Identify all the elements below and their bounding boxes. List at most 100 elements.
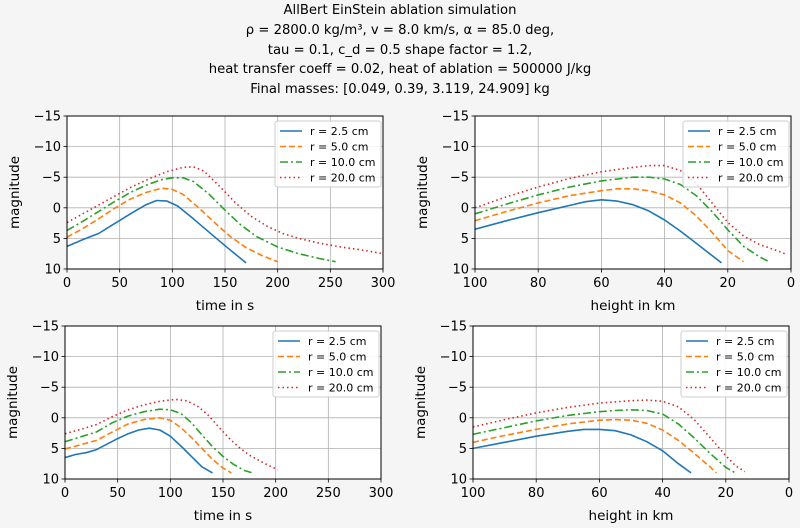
y-tick-label: −10 — [32, 350, 59, 365]
x-tick-label: 40 — [656, 276, 673, 291]
legend: r = 2.5 cm r = 5.0 cm r = 10.0 cm r = 20.0 … — [680, 330, 788, 398]
x-tick-label: 250 — [316, 486, 341, 501]
series-line-4 — [475, 164, 785, 255]
legend: r = 2.5 cm r = 5.0 cm r = 10.0 cm r = 20.0 … — [272, 330, 380, 398]
y-tick-label: 10 — [450, 473, 467, 488]
chart-panel-2: 100 80 60 40 20 0 10 5 0 −5 −10 −15 height in km magn… — [415, 110, 795, 315]
series-line-3 — [473, 408, 736, 474]
x-tick-label: 100 — [463, 276, 488, 291]
x-axis-label: time in s — [196, 298, 254, 314]
y-tick-label: −10 — [442, 140, 469, 155]
series-line-3 — [67, 177, 336, 263]
series-line-2 — [65, 416, 232, 474]
x-tick-label: 250 — [318, 276, 343, 291]
y-axis-label: magnitude — [7, 156, 23, 229]
series-line-1 — [473, 428, 692, 474]
x-axis-label: time in s — [194, 508, 252, 524]
y-tick-label: 10 — [452, 263, 469, 278]
y-tick-label: −5 — [448, 381, 467, 396]
x-axis-label: height in km — [589, 508, 674, 524]
legend-label: r = 10.0 cm — [716, 366, 781, 379]
x-tick-label: 60 — [593, 276, 610, 291]
x-tick-label: 200 — [263, 486, 288, 501]
legend-label: r = 10.0 cm — [308, 366, 373, 379]
series-line-4 — [65, 398, 279, 471]
legend-box — [680, 330, 788, 398]
y-tick-label: −15 — [442, 110, 469, 125]
x-tick-label: 50 — [111, 276, 128, 291]
y-tick-label: 0 — [459, 411, 467, 426]
y-tick-label: 5 — [461, 232, 469, 247]
y-tick-label: −10 — [34, 140, 61, 155]
legend-label: r = 20.0 cm — [718, 172, 783, 185]
legend-label: r = 10.0 cm — [310, 156, 375, 169]
y-tick-label: 0 — [53, 201, 61, 216]
legend-label: r = 5.0 cm — [310, 141, 369, 154]
x-tick-label: 300 — [369, 486, 394, 501]
y-tick-label: −10 — [440, 350, 467, 365]
x-tick-label: 100 — [160, 276, 185, 291]
series-line-1 — [65, 427, 213, 474]
y-tick-label: −5 — [40, 381, 59, 396]
legend: r = 2.5 cm r = 5.0 cm r = 10.0 cm r = 20.0 … — [274, 120, 382, 188]
x-tick-label: 100 — [158, 486, 183, 501]
x-tick-label: 200 — [265, 276, 290, 291]
y-tick-label: 5 — [459, 442, 467, 457]
legend: r = 2.5 cm r = 5.0 cm r = 10.0 cm r = 20.0 … — [682, 120, 790, 188]
x-tick-label: 0 — [787, 276, 795, 291]
y-tick-label: −15 — [440, 320, 467, 335]
legend-label: r = 2.5 cm — [310, 125, 369, 138]
legend-label: r = 20.0 cm — [716, 382, 781, 395]
series-line-2 — [473, 418, 717, 474]
x-tick-label: 20 — [720, 276, 737, 291]
x-tick-label: 80 — [530, 276, 547, 291]
x-tick-label: 0 — [63, 276, 71, 291]
legend-label: r = 2.5 cm — [716, 335, 775, 348]
y-tick-label: −15 — [34, 110, 61, 125]
x-tick-label: 100 — [461, 486, 486, 501]
legend-label: r = 20.0 cm — [310, 172, 375, 185]
title-line-5: Final masses: [0.049, 0.39, 3.119, 24.90… — [250, 82, 550, 98]
legend-label: r = 5.0 cm — [716, 351, 775, 364]
x-tick-label: 50 — [109, 486, 126, 501]
title-line-2: ρ = 2800.0 kg/m³, v = 8.0 km/s, α = 85.0… — [245, 22, 555, 38]
series-line-1 — [67, 199, 247, 264]
x-tick-label: 150 — [213, 276, 238, 291]
axes-frame — [64, 325, 382, 480]
x-axis-label: height in km — [591, 298, 676, 314]
legend-label: r = 5.0 cm — [718, 141, 777, 154]
y-tick-label: −5 — [42, 171, 61, 186]
x-tick-label: 60 — [591, 486, 608, 501]
legend-label: r = 2.5 cm — [308, 335, 367, 348]
chart-panel-4: 100 80 60 40 20 0 10 5 0 −5 −10 −15 height in km magn… — [413, 320, 793, 525]
x-tick-label: 0 — [61, 486, 69, 501]
series-line-1 — [475, 199, 722, 264]
legend-label: r = 2.5 cm — [718, 125, 777, 138]
title-line-1: AllBert EinStein ablation simulation — [283, 3, 517, 18]
legend-label: r = 20.0 cm — [308, 382, 373, 395]
y-tick-label: 5 — [53, 232, 61, 247]
axes-frame — [472, 325, 790, 480]
x-tick-label: 20 — [718, 486, 735, 501]
y-tick-label: 0 — [51, 411, 59, 426]
x-tick-label: 80 — [528, 486, 545, 501]
y-tick-label: 10 — [44, 263, 61, 278]
series-line-4 — [67, 166, 383, 255]
y-tick-label: −5 — [450, 171, 469, 186]
x-tick-label: 40 — [654, 486, 671, 501]
axes-frame — [66, 115, 384, 270]
figure-title: AllBert EinStein ablation simulation ρ =… — [0, 1, 800, 100]
legend-label: r = 5.0 cm — [308, 351, 367, 364]
y-tick-label: 0 — [461, 201, 469, 216]
y-axis-label: magnitude — [5, 366, 21, 439]
y-axis-label: magnitude — [413, 366, 429, 439]
legend-box — [682, 120, 790, 188]
series-line-2 — [67, 187, 278, 263]
y-tick-label: 10 — [42, 473, 59, 488]
x-tick-label: 150 — [211, 486, 236, 501]
axes-frame — [474, 115, 792, 270]
